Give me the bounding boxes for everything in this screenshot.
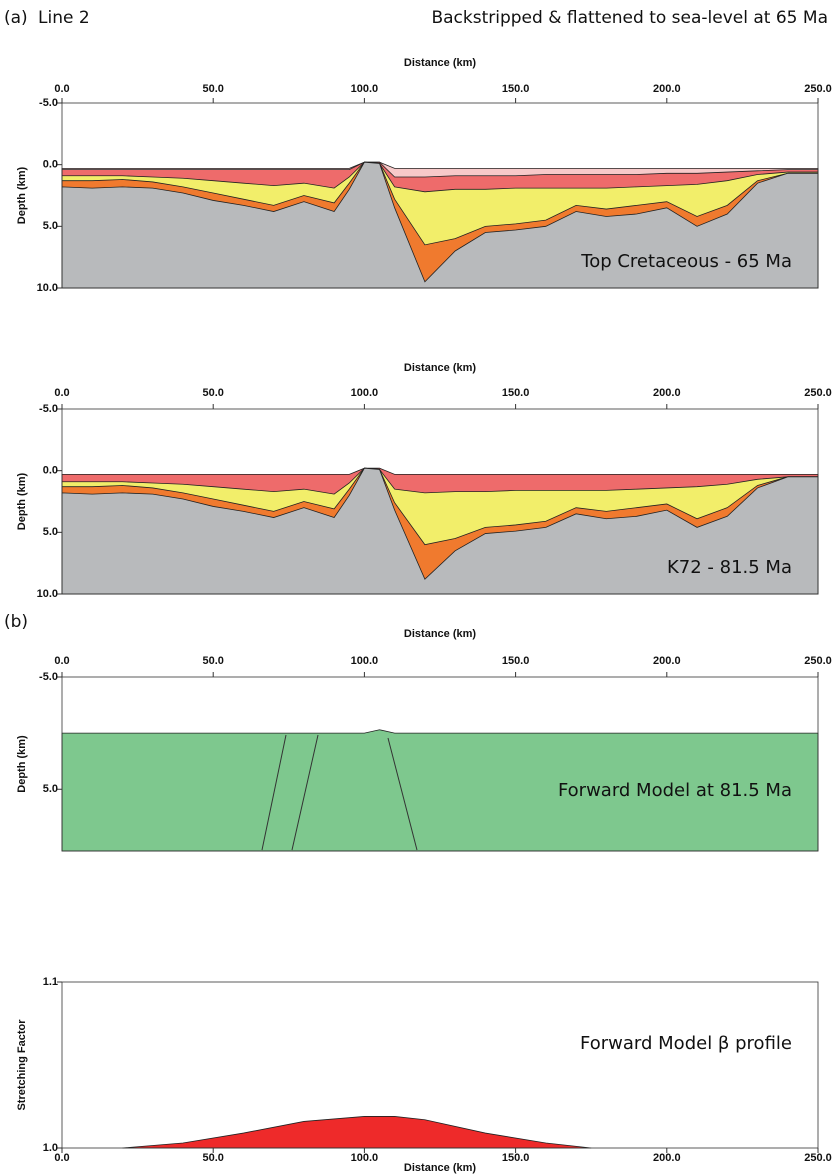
plot-frame [61, 102, 819, 289]
fault [291, 734, 319, 851]
x-tick-label: 0.0 [54, 83, 69, 95]
layer [122, 1116, 592, 1149]
line-label: Line 2 [38, 8, 90, 28]
y-tick-label: 5.0 [43, 526, 58, 538]
y-tick-label: 5.0 [43, 783, 58, 795]
y-axis-label: Stretching Factor [16, 1019, 28, 1111]
x-tick-label: 250.0 [804, 655, 832, 667]
annotation: K72 - 81.5 Ma [667, 557, 792, 578]
x-axis-label: Distance (km) [404, 628, 476, 640]
y-tick-label: 1.0 [43, 1142, 58, 1154]
y-axis-label: Depth (km) [16, 166, 28, 224]
x-tick-label: 50.0 [202, 387, 223, 399]
x-tick-label: 150.0 [502, 655, 530, 667]
x-axis-label: Distance (km) [404, 57, 476, 69]
x-tick-label: 50.0 [202, 83, 223, 95]
x-tick-label: 100.0 [351, 1152, 379, 1164]
x-axis-label: Distance (km) [404, 362, 476, 374]
x-tick-label: 100.0 [351, 387, 379, 399]
figure-title: Backstripped & flattened to sea-level at… [431, 8, 828, 28]
fault-lines [261, 734, 418, 851]
x-tick-label: 50.0 [202, 655, 223, 667]
y-axis-label: Depth (km) [16, 735, 28, 793]
x-tick-label: 200.0 [653, 1152, 681, 1164]
x-tick-label: 0.0 [54, 1152, 69, 1164]
y-tick-label: -5.0 [39, 671, 58, 683]
panel-label: (a) [4, 8, 28, 28]
y-axis-label: Depth (km) [16, 472, 28, 530]
x-axis-label: Distance (km) [404, 1162, 476, 1174]
x-tick-label: 200.0 [653, 655, 681, 667]
y-tick-label: 0.0 [43, 159, 58, 171]
annotation: Forward Model β profile [580, 1033, 792, 1054]
plot-frame [61, 981, 819, 1149]
x-tick-label: 150.0 [502, 83, 530, 95]
x-tick-label: 0.0 [54, 655, 69, 667]
x-tick-label: 150.0 [502, 387, 530, 399]
x-tick-label: 250.0 [804, 83, 832, 95]
x-tick-label: 200.0 [653, 83, 681, 95]
x-tick-label: 150.0 [502, 1152, 530, 1164]
y-tick-label: 5.0 [43, 220, 58, 232]
annotation: Top Cretaceous - 65 Ma [580, 251, 792, 272]
annotation: Forward Model at 81.5 Ma [558, 780, 792, 801]
x-tick-label: 0.0 [54, 387, 69, 399]
plot-frame [61, 408, 819, 595]
plot-frame [61, 676, 819, 852]
x-tick-label: 200.0 [653, 387, 681, 399]
fault [387, 737, 418, 851]
x-tick-label: 100.0 [351, 83, 379, 95]
layer [61, 161, 819, 289]
fault [261, 734, 287, 851]
x-tick-label: 250.0 [804, 387, 832, 399]
x-tick-label: 50.0 [202, 1152, 223, 1164]
y-tick-label: 1.1 [43, 976, 58, 988]
panel-label: (b) [4, 612, 28, 632]
y-tick-label: -5.0 [39, 97, 58, 109]
y-tick-label: -5.0 [39, 403, 58, 415]
x-tick-label: 250.0 [804, 1152, 832, 1164]
y-tick-label: 10.0 [37, 588, 58, 600]
x-tick-label: 100.0 [351, 655, 379, 667]
y-tick-label: 10.0 [37, 282, 58, 294]
layer [61, 467, 819, 595]
y-tick-label: 0.0 [43, 465, 58, 477]
